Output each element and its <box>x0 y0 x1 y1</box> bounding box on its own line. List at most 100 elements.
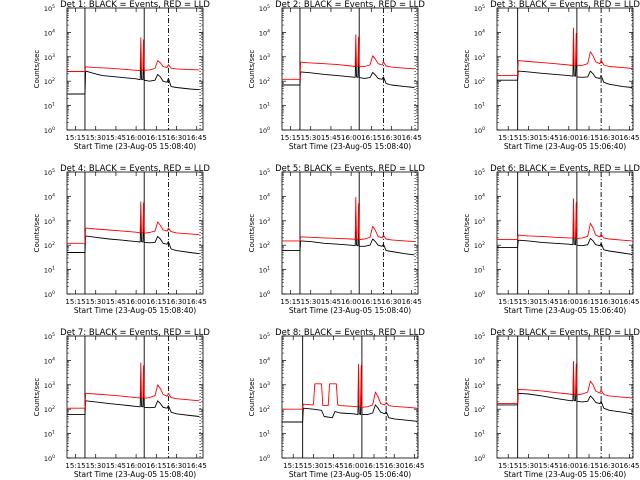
y-tick-power: 4 <box>52 356 55 362</box>
y-tick-power: 5 <box>267 332 270 338</box>
y-tick-power: 1 <box>267 266 270 272</box>
y-tick-label: 103 <box>259 381 270 390</box>
x-tick-label: 15:15 <box>283 462 303 470</box>
y-tick-label: 104 <box>259 192 270 201</box>
x-tick-label: 16:45 <box>187 462 207 470</box>
x-axis-label: Start Time (23-Aug-05 15:08:40) <box>289 306 411 315</box>
y-tick-power: 1 <box>482 266 485 272</box>
y-tick-power: 2 <box>482 241 485 247</box>
x-tick-label: 15:15 <box>65 134 85 142</box>
x-tick-label: 15:15 <box>65 462 85 470</box>
y-tick-label: 100 <box>259 290 270 299</box>
x-tick-label: 16:15 <box>146 298 166 306</box>
series-events <box>282 380 418 423</box>
x-tick-label: 15:15 <box>65 298 85 306</box>
y-tick-label: 101 <box>474 430 485 439</box>
panel-title: Det 5: BLACK = Events, RED = LLD <box>275 164 425 174</box>
panel-det-5: Det 5: BLACK = Events, RED = LLD10010110… <box>248 164 425 315</box>
x-tick-label: 16:45 <box>187 134 207 142</box>
y-tick-power: 5 <box>482 4 485 10</box>
y-tick-label: 104 <box>44 192 55 201</box>
x-tick-label: 16:00 <box>341 134 361 142</box>
y-tick-power: 1 <box>267 102 270 108</box>
panel-title: Det 9: BLACK = Events, RED = LLD <box>490 328 640 338</box>
y-axis-label: Counts/sec <box>248 214 256 253</box>
y-tick-power: 2 <box>52 405 55 411</box>
series-lld <box>497 198 633 242</box>
panel-det-1: Det 1: BLACK = Events, RED = LLD10010110… <box>33 0 210 151</box>
y-tick-label: 100 <box>474 126 485 135</box>
x-tick-label: 16:00 <box>559 298 579 306</box>
y-tick-label: 101 <box>44 102 55 111</box>
x-tick-label: 16:30 <box>599 298 619 306</box>
y-tick-label: 101 <box>474 102 485 111</box>
y-tick-power: 0 <box>52 454 55 460</box>
x-axis-label: Start Time (23-Aug-05 15:08:40) <box>74 306 196 315</box>
y-tick-label: 100 <box>474 290 485 299</box>
x-tick-label: 16:45 <box>619 134 639 142</box>
x-axis-label: Start Time (23-Aug-05 15:06:40) <box>504 306 626 315</box>
panel-title: Det 7: BLACK = Events, RED = LLD <box>60 328 210 338</box>
y-tick-label: 102 <box>44 405 55 414</box>
plot-frame <box>281 171 419 295</box>
y-axis-label: Counts/sec <box>463 50 471 89</box>
x-tick-label: 16:00 <box>341 298 361 306</box>
y-tick-power: 3 <box>52 217 55 223</box>
y-tick-power: 3 <box>482 381 485 387</box>
x-tick-label: 15:45 <box>324 462 344 470</box>
x-tick-label: 16:15 <box>579 462 599 470</box>
y-tick-power: 2 <box>482 77 485 83</box>
x-tick-label: 16:45 <box>404 462 424 470</box>
x-axis-label: Start Time (23-Aug-05 15:08:40) <box>289 142 411 151</box>
x-tick-label: 16:15 <box>579 298 599 306</box>
x-tick-label: 15:45 <box>106 462 126 470</box>
series-lld <box>67 362 200 409</box>
y-tick-power: 1 <box>482 102 485 108</box>
y-tick-power: 4 <box>267 28 270 34</box>
x-tick-label: 15:45 <box>539 134 559 142</box>
y-tick-power: 1 <box>52 266 55 272</box>
y-tick-power: 0 <box>52 290 55 296</box>
y-tick-power: 0 <box>482 454 485 460</box>
y-tick-power: 3 <box>482 217 485 223</box>
x-tick-label: 16:00 <box>126 298 146 306</box>
y-tick-label: 105 <box>44 332 55 341</box>
x-tick-label: 16:45 <box>402 134 422 142</box>
x-axis-label: Start Time (23-Aug-05 15:08:40) <box>74 470 196 479</box>
y-tick-label: 105 <box>259 332 270 341</box>
y-tick-power: 5 <box>482 168 485 174</box>
y-tick-power: 4 <box>267 356 270 362</box>
x-tick-label: 16:45 <box>187 298 207 306</box>
series-events <box>282 216 415 256</box>
x-tick-label: 15:30 <box>303 462 323 470</box>
y-tick-label: 103 <box>474 217 485 226</box>
y-tick-power: 2 <box>52 77 55 83</box>
x-tick-label: 16:15 <box>364 462 384 470</box>
x-axis-label: Start Time (23-Aug-05 15:06:40) <box>504 470 626 479</box>
x-axis-label: Start Time (23-Aug-05 15:06:40) <box>504 142 626 151</box>
panel-det-6: Det 6: BLACK = Events, RED = LLD10010110… <box>463 164 640 315</box>
y-tick-power: 5 <box>52 332 55 338</box>
y-tick-power: 3 <box>267 381 270 387</box>
x-tick-label: 16:45 <box>619 298 639 306</box>
y-tick-label: 100 <box>474 454 485 463</box>
series-events <box>67 52 200 95</box>
x-tick-label: 16:15 <box>146 462 166 470</box>
y-tick-power: 3 <box>267 53 270 59</box>
y-tick-power: 5 <box>482 332 485 338</box>
x-tick-label: 15:15 <box>498 298 518 306</box>
x-tick-label: 16:15 <box>146 134 166 142</box>
series-lld <box>282 363 418 410</box>
y-tick-label: 105 <box>259 168 270 177</box>
y-tick-power: 0 <box>482 126 485 132</box>
y-tick-power: 4 <box>482 356 485 362</box>
y-tick-power: 5 <box>267 4 270 10</box>
panel-det-8: Det 8: BLACK = Events, RED = LLD10010110… <box>248 328 425 479</box>
y-axis-label: Counts/sec <box>463 214 471 253</box>
y-axis-label: Counts/sec <box>33 214 41 253</box>
y-tick-label: 104 <box>44 28 55 37</box>
y-tick-power: 4 <box>267 192 270 198</box>
x-tick-label: 16:45 <box>402 298 422 306</box>
y-tick-power: 2 <box>267 77 270 83</box>
